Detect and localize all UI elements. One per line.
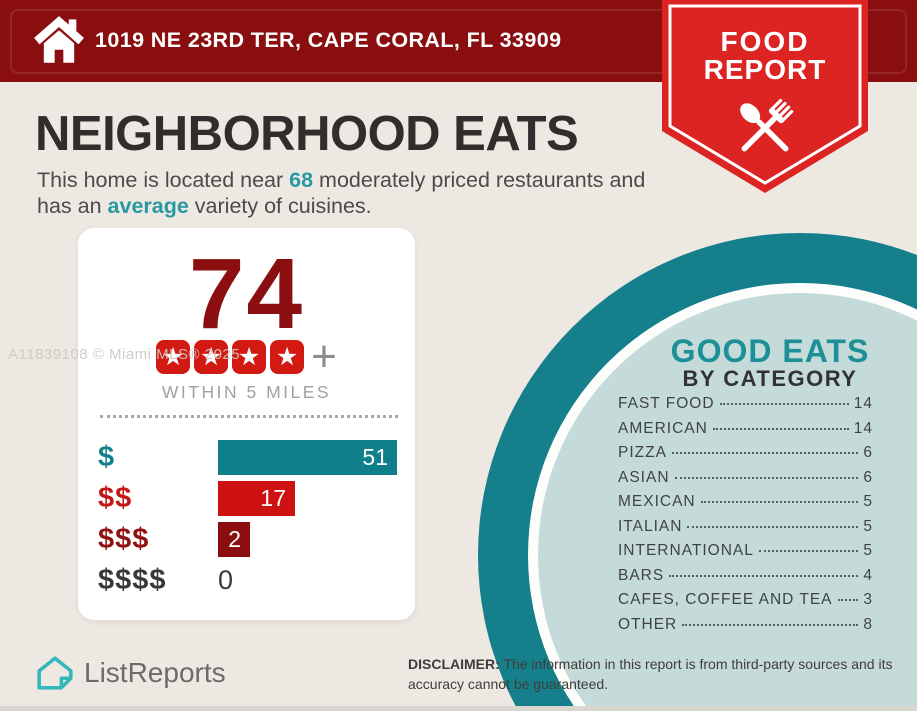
disclaimer-text: The information in this report is from t… (408, 656, 893, 692)
category-value: 6 (863, 444, 873, 461)
price-bar-chart: $51 $$ 17 $$$ 2 $$$$ 0 (98, 437, 397, 601)
category-row: FAST FOOD 14 (618, 395, 873, 420)
brand-name: ListReports (84, 657, 226, 688)
price-level-label: $$$$ (98, 564, 167, 596)
category-value: 6 (863, 468, 873, 486)
price-level-label: $$ (98, 482, 133, 514)
price-row: $$ 17 (98, 478, 397, 519)
star-icon: ★ (156, 340, 191, 374)
star-icon: ★ (270, 340, 305, 374)
rating-row: ★ ★ ★ ★ + (78, 332, 415, 381)
dot-leader (712, 427, 849, 430)
star-icon: ★ (232, 340, 267, 374)
ribbon-label-food: FOOD (720, 26, 810, 57)
category-row: BARS 4 (618, 567, 873, 592)
price-bar: 51 (218, 440, 397, 475)
variety-highlight: average (107, 194, 189, 219)
bottom-edge-strip (0, 706, 917, 711)
category-list: FAST FOOD 14 AMERICAN 14 PIZZA 6 ASIAN 6 MEXICAN… (618, 395, 873, 640)
dot-leader (758, 550, 859, 552)
category-row: OTHER 8 (618, 616, 873, 641)
score-card: 74 ★ ★ ★ ★ + WITHIN 5 MILES $51 $$ 17 $$$ 2 $$$$… (78, 228, 415, 620)
price-bar: 2 (218, 522, 250, 557)
price-row: $$$ 2 (98, 519, 397, 560)
category-label: PIZZA (618, 444, 667, 461)
dotted-divider (100, 415, 398, 418)
category-row: ASIAN 6 (618, 469, 873, 494)
dot-leader (687, 525, 859, 528)
category-label: ITALIAN (618, 517, 683, 535)
price-bar: 17 (218, 481, 295, 516)
price-bar-value: 51 (362, 444, 388, 470)
category-row: INTERNATIONAL 5 (618, 542, 873, 567)
price-bar-value: 2 (228, 526, 241, 552)
spoon-fork-icon (740, 98, 794, 152)
price-bar-value: 0 (218, 565, 234, 595)
intro-part2: moderately priced restaurants and has an (37, 168, 646, 219)
price-row: $51 (98, 437, 397, 478)
category-label: OTHER (618, 615, 678, 633)
price-bar-value: 17 (260, 485, 286, 511)
dot-leader (837, 599, 859, 601)
disclaimer: DISCLAIMER: The information in this repo… (408, 655, 917, 694)
category-label: INTERNATIONAL (618, 542, 754, 559)
dot-leader (671, 452, 859, 454)
intro-text: This home is located near 68 moderately … (37, 167, 649, 220)
category-label: CAFES, COFFEE AND TEA (618, 591, 833, 608)
category-row: MEXICAN 5 (618, 493, 873, 518)
good-eats-title: GOOD EATS (670, 333, 870, 369)
property-address: 1019 NE 23RD TER, CAPE CORAL, FL 33909 (95, 27, 562, 52)
category-label: FAST FOOD (618, 395, 715, 412)
disclaimer-label: DISCLAIMER: (408, 656, 500, 672)
listreports-icon (37, 656, 73, 690)
restaurant-score: 74 (188, 238, 305, 350)
good-eats-subtitle: BY CATEGORY (682, 366, 858, 391)
category-value: 4 (863, 566, 873, 584)
star-rating: ★ ★ ★ ★ (156, 340, 305, 374)
category-label: MEXICAN (618, 493, 696, 510)
mls-watermark: A11839108 © Miami MLS® 2025 (8, 346, 241, 363)
category-label: BARS (618, 566, 665, 584)
home-icon (34, 16, 84, 63)
dot-leader (682, 623, 859, 626)
dot-leader (700, 501, 859, 503)
category-row: PIZZA 6 (618, 444, 873, 469)
category-value: 5 (863, 517, 873, 535)
dot-leader (674, 476, 859, 479)
restaurant-count: 68 (289, 168, 314, 192)
intro-part3: variety of cuisines. (188, 194, 372, 219)
category-row: ITALIAN 5 (618, 518, 873, 543)
dot-leader (669, 574, 859, 577)
category-row: AMERICAN 14 (618, 420, 873, 445)
category-value: 8 (863, 615, 873, 633)
category-value: 5 (863, 542, 873, 559)
price-row: $$$$ 0 (98, 560, 397, 601)
dot-leader (719, 403, 849, 405)
price-level-label: $$$ (98, 523, 150, 555)
category-value: 14 (853, 419, 873, 437)
ribbon-label-report: REPORT (703, 54, 827, 85)
category-label: ASIAN (618, 468, 670, 486)
listreports-brand: ListReports (36, 654, 226, 692)
intro-part1: This home is located near (37, 168, 290, 192)
category-value: 5 (863, 493, 873, 510)
category-value: 14 (853, 395, 873, 412)
price-level-label: $ (98, 441, 116, 473)
star-icon: ★ (194, 340, 229, 374)
header-inner-frame (10, 9, 907, 74)
page-title: NEIGHBORHOOD EATS (35, 107, 579, 161)
category-label: AMERICAN (618, 419, 708, 437)
radius-label: WITHIN 5 MILES (161, 382, 332, 402)
plus-icon: + (311, 332, 337, 381)
category-row: CAFES, COFFEE AND TEA 3 (618, 591, 873, 616)
category-value: 3 (863, 591, 873, 608)
food-report-ribbon: FOOD REPORT (662, 0, 868, 200)
